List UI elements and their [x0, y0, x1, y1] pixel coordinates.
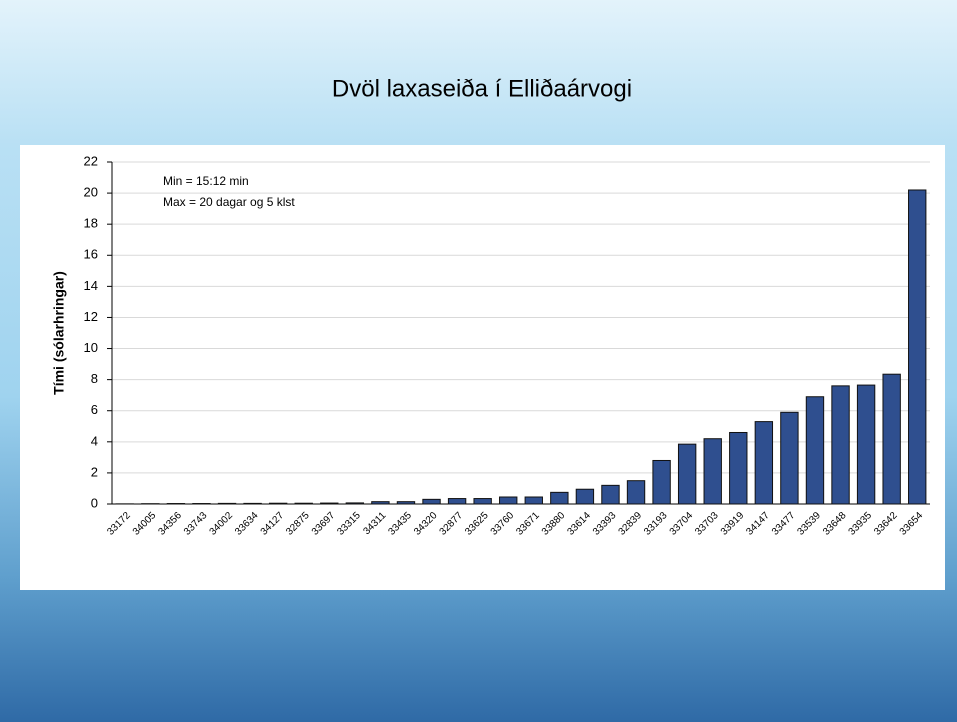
bar — [371, 501, 390, 505]
bar — [268, 502, 288, 505]
annotation: Max = 20 dagar og 5 klst — [163, 195, 295, 209]
bar — [626, 480, 646, 505]
chart-panel — [20, 145, 945, 590]
bar — [243, 502, 262, 505]
bar — [294, 502, 313, 505]
chart-title: Dvöl laxaseiða í Elliðaárvogi — [332, 75, 632, 102]
annotation: Min = 15:12 min — [163, 174, 249, 188]
bar — [805, 396, 825, 505]
y-tick-label: 14 — [84, 278, 98, 293]
bar — [320, 502, 339, 505]
bar — [908, 189, 927, 505]
y-tick-label: 8 — [91, 371, 98, 386]
bar — [447, 498, 467, 505]
bar — [422, 498, 441, 505]
y-axis-title: Tími (sólarhringar) — [51, 271, 67, 395]
y-tick-label: 4 — [91, 433, 98, 448]
y-tick-label: 10 — [84, 340, 98, 355]
bar — [217, 502, 237, 505]
y-tick-label: 0 — [91, 495, 98, 510]
bar — [831, 385, 850, 505]
y-tick-label: 2 — [91, 464, 98, 479]
bar — [677, 443, 697, 505]
bar — [499, 496, 518, 505]
bar — [345, 502, 365, 505]
bar — [856, 384, 876, 505]
bar — [780, 411, 799, 505]
y-tick-label: 20 — [84, 185, 98, 200]
bar — [754, 421, 774, 505]
y-tick-label: 6 — [91, 402, 98, 417]
bar — [729, 431, 748, 505]
y-tick-label: 16 — [84, 247, 98, 262]
bar — [396, 501, 416, 505]
y-tick-label: 12 — [84, 309, 98, 324]
y-tick-label: 18 — [84, 216, 98, 231]
bar — [524, 496, 543, 505]
bar — [882, 373, 901, 505]
bar — [550, 491, 569, 505]
bar — [703, 438, 722, 505]
bar — [575, 488, 595, 505]
bar — [652, 459, 671, 505]
bar — [601, 484, 620, 505]
y-tick-label: 22 — [84, 153, 98, 168]
bar — [473, 498, 492, 505]
